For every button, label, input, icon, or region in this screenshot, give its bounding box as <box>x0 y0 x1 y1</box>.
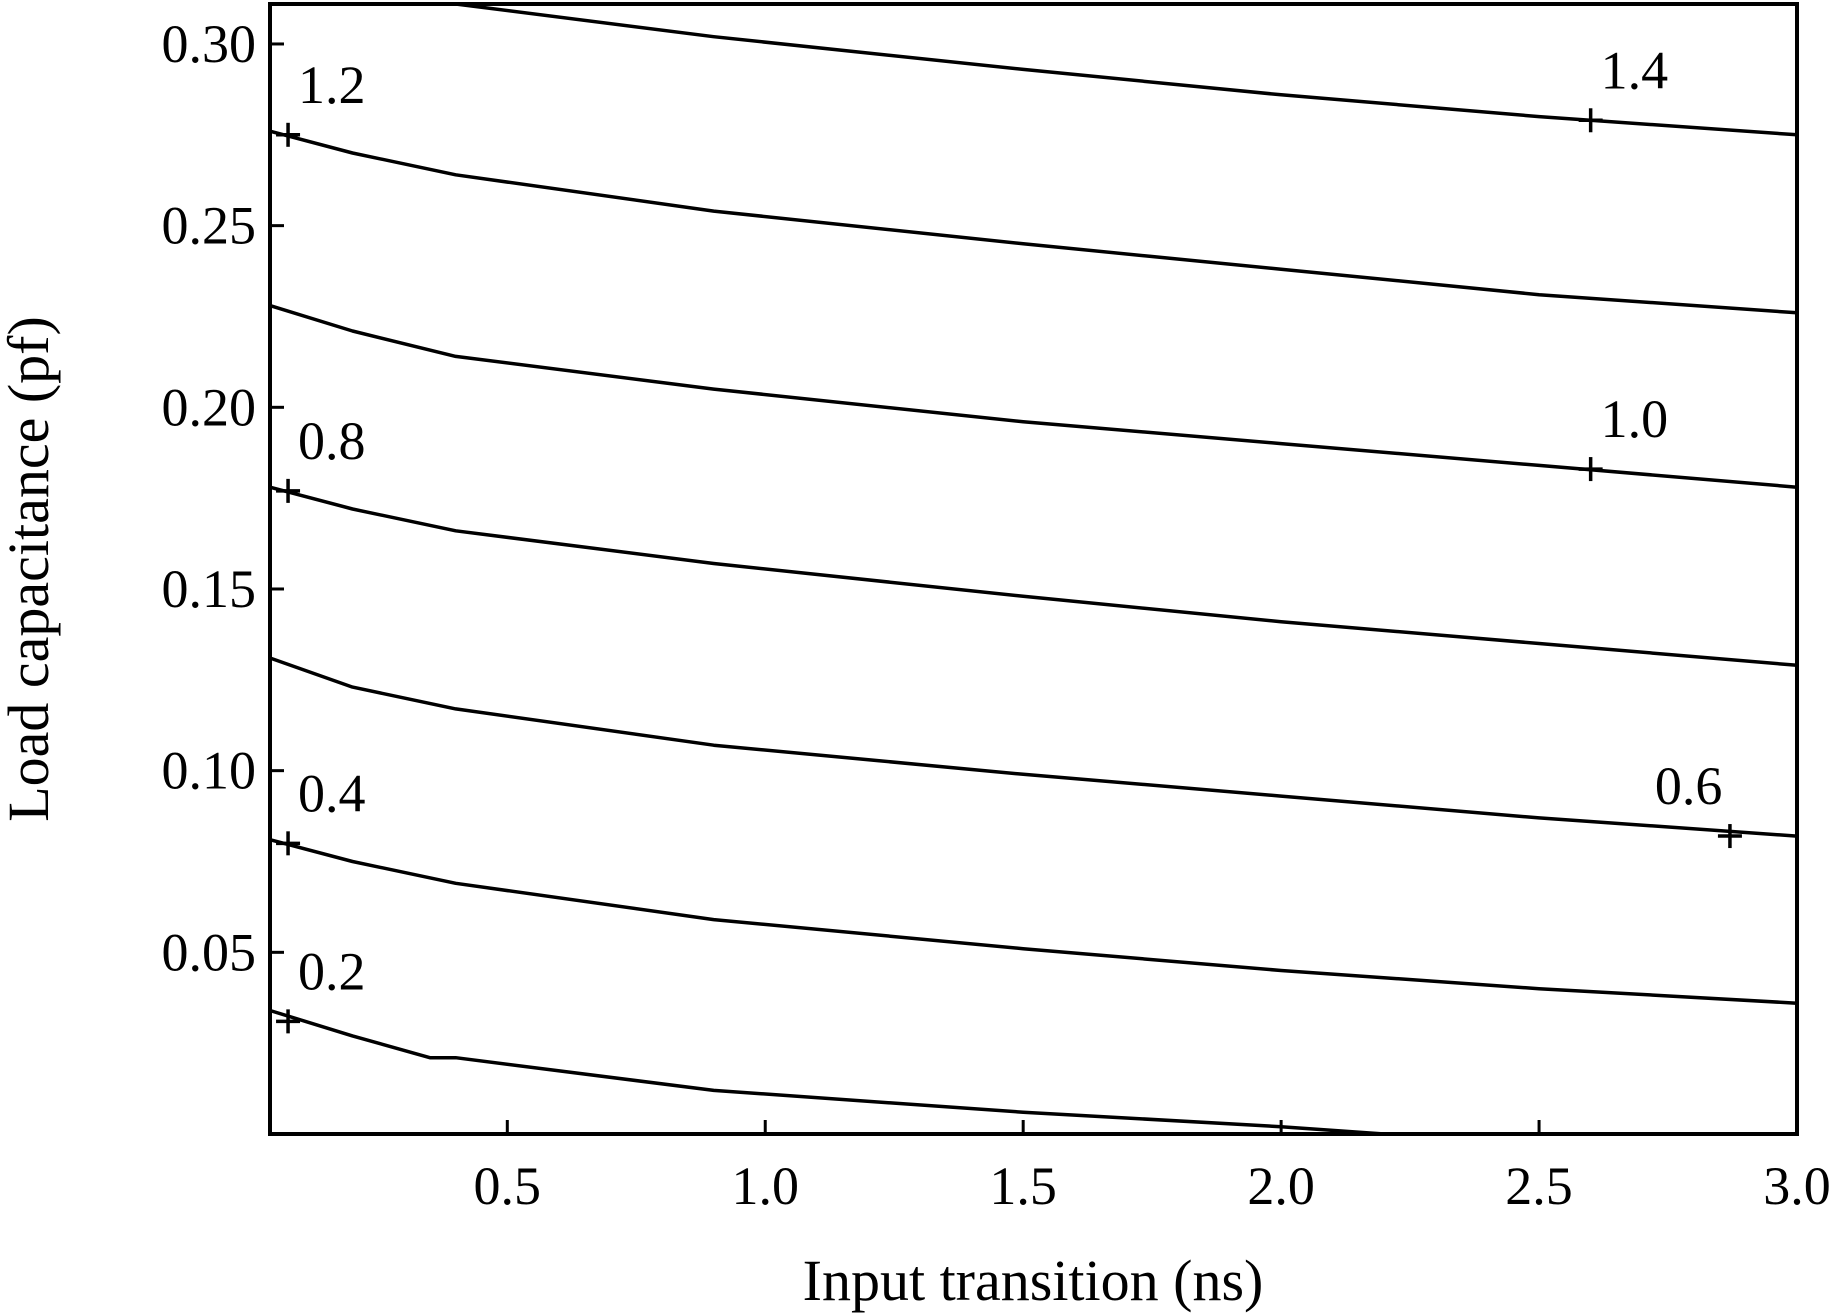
contour-labels: 1.2 1.4 0.8 1.0 0.6 0.4 0.2 <box>276 40 1742 1034</box>
contour-label-marker <box>1578 108 1603 133</box>
x-tick-label: 1.0 <box>731 1156 799 1216</box>
y-tick-label: 0.30 <box>162 14 257 74</box>
contour-line-0-2 <box>269 1008 1385 1136</box>
y-tick-label: 0.15 <box>162 559 257 619</box>
contour-lines <box>269 2 1798 1136</box>
contour-line-1-4 <box>455 2 1798 137</box>
plot-frame <box>268 2 1799 1136</box>
contour-line-1-2 <box>269 129 1798 315</box>
contour-line-0-4 <box>269 838 1798 1005</box>
x-tick-label: 0.5 <box>474 1156 542 1216</box>
contour-label-text: 0.8 <box>298 411 366 471</box>
contour-label-marker <box>1717 824 1742 849</box>
contour-label-text: 1.4 <box>1601 40 1669 100</box>
contour-line-0-8 <box>269 485 1798 668</box>
contour-label-marker <box>276 1009 301 1034</box>
contour-line-0-6 <box>269 656 1798 838</box>
contour-label-text: 0.2 <box>298 941 366 1001</box>
x-tick-label: 2.5 <box>1505 1156 1573 1216</box>
y-tick-label: 0.05 <box>162 922 257 982</box>
contour-label-marker <box>1578 457 1603 482</box>
y-tick-label: 0.25 <box>162 196 257 256</box>
contour-label-text: 0.4 <box>298 763 366 823</box>
contour-label-marker <box>276 122 301 147</box>
contour-label-marker <box>276 831 301 856</box>
contour-line-1 <box>269 303 1798 489</box>
x-tick-label: 2.0 <box>1247 1156 1315 1216</box>
x-axis: 0.5 1.0 1.5 2.0 2.5 3.0 <box>474 1120 1831 1216</box>
x-tick-label: 1.5 <box>989 1156 1057 1216</box>
y-axis-title: Load capacitance (pf) <box>0 316 61 822</box>
y-axis: 0.05 0.10 0.15 0.20 0.25 0.30 <box>162 14 284 982</box>
x-tick-label: 3.0 <box>1763 1156 1831 1216</box>
contour-label-text: 1.0 <box>1601 389 1669 449</box>
y-tick-label: 0.20 <box>162 377 257 437</box>
contour-label-marker <box>276 478 301 503</box>
x-axis-title: Input transition (ns) <box>803 1248 1264 1313</box>
contour-label-text: 0.6 <box>1655 756 1723 816</box>
y-tick-label: 0.10 <box>162 741 257 801</box>
contour-label-text: 1.2 <box>298 55 366 115</box>
